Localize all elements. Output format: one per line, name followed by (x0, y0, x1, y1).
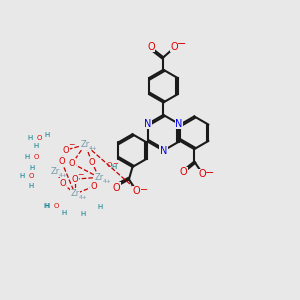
Text: O: O (91, 182, 98, 191)
Text: H: H (44, 203, 49, 209)
Text: O: O (199, 169, 206, 179)
Text: H: H (27, 134, 32, 140)
Text: H: H (29, 165, 34, 171)
Text: O: O (34, 154, 40, 160)
Text: −: − (140, 185, 148, 195)
Text: 4+: 4+ (89, 146, 98, 151)
Text: Zr: Zr (70, 190, 80, 199)
Text: 4+: 4+ (103, 179, 111, 184)
Text: O: O (58, 157, 65, 166)
Text: Zr: Zr (51, 167, 60, 176)
Text: O: O (133, 186, 140, 196)
Text: H: H (24, 154, 29, 160)
Text: O: O (59, 179, 66, 188)
Text: H: H (62, 210, 67, 216)
Text: N: N (144, 119, 152, 129)
Text: O: O (179, 167, 187, 177)
Text: O: O (147, 42, 155, 52)
Text: N: N (160, 146, 167, 156)
Text: 4+: 4+ (79, 195, 88, 200)
Text: O: O (106, 163, 112, 169)
Text: O: O (69, 159, 75, 168)
Text: −: − (176, 40, 186, 50)
Text: H: H (19, 173, 24, 179)
Text: Zr: Zr (81, 140, 90, 149)
Text: O: O (171, 42, 178, 52)
Text: O: O (72, 175, 78, 184)
Text: H: H (44, 203, 49, 209)
Text: −: − (204, 168, 214, 178)
Text: O: O (37, 134, 42, 140)
Text: O: O (113, 183, 121, 193)
Text: H: H (44, 131, 49, 137)
Text: O: O (29, 173, 34, 179)
Text: H: H (80, 211, 86, 217)
Text: O: O (63, 146, 70, 154)
Text: N: N (175, 119, 182, 129)
Text: H: H (112, 164, 117, 170)
Text: O: O (54, 203, 59, 209)
Text: −: − (68, 140, 74, 149)
Text: Zr: Zr (94, 173, 104, 182)
Text: O: O (89, 158, 95, 167)
Text: H: H (34, 143, 39, 149)
Text: 4+: 4+ (59, 173, 68, 178)
Text: H: H (28, 183, 33, 189)
Text: −: − (112, 161, 118, 167)
Text: −: − (77, 170, 83, 179)
Text: H: H (98, 204, 103, 210)
